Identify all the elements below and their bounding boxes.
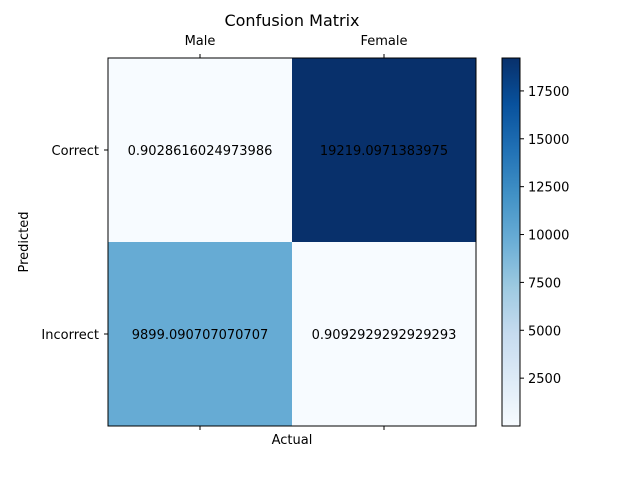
cell-value-label: 0.9028616024973986	[128, 144, 273, 159]
colorbar-tick-label: 2500	[528, 372, 561, 387]
heatmap-cells: 0.9028616024973986 19219.0971383975 9899.0…	[108, 58, 476, 426]
colorbar-tick-label: 15000	[528, 133, 569, 148]
chart-title: Confusion Matrix	[224, 11, 359, 30]
y-tick-labels: Correct Incorrect	[41, 144, 108, 343]
colorbar-tick-label: 7500	[528, 276, 561, 291]
cell-value-label: 0.9092929292929293	[312, 328, 457, 343]
cell-value-label: 9899.090707070707	[132, 328, 268, 343]
colorbar-tick-labels: 2500 5000 7500 10000 12500 15000 17500	[520, 85, 569, 387]
colorbar-tick-label: 5000	[528, 324, 561, 339]
y-tick-label: Correct	[52, 144, 99, 159]
x-tick-labels: Male Female	[185, 34, 408, 430]
heatmap-cell	[108, 242, 292, 426]
y-axis-label: Predicted	[17, 211, 32, 272]
cell-value-label: 19219.0971383975	[320, 144, 448, 159]
colorbar-tick-label: 12500	[528, 181, 569, 196]
heatmap-cell	[292, 242, 476, 426]
colorbar-tick-label: 10000	[528, 229, 569, 244]
y-tick-label: Incorrect	[41, 328, 99, 343]
colorbar	[501, 57, 521, 427]
x-tick-label: Male	[185, 34, 216, 49]
x-tick-label: Female	[360, 34, 407, 49]
heatmap-cell	[292, 58, 476, 242]
plot-frame	[107, 57, 477, 427]
colorbar-tick-label: 17500	[528, 85, 569, 100]
x-axis-label: Actual	[272, 433, 313, 448]
heatmap-cell	[108, 58, 292, 242]
